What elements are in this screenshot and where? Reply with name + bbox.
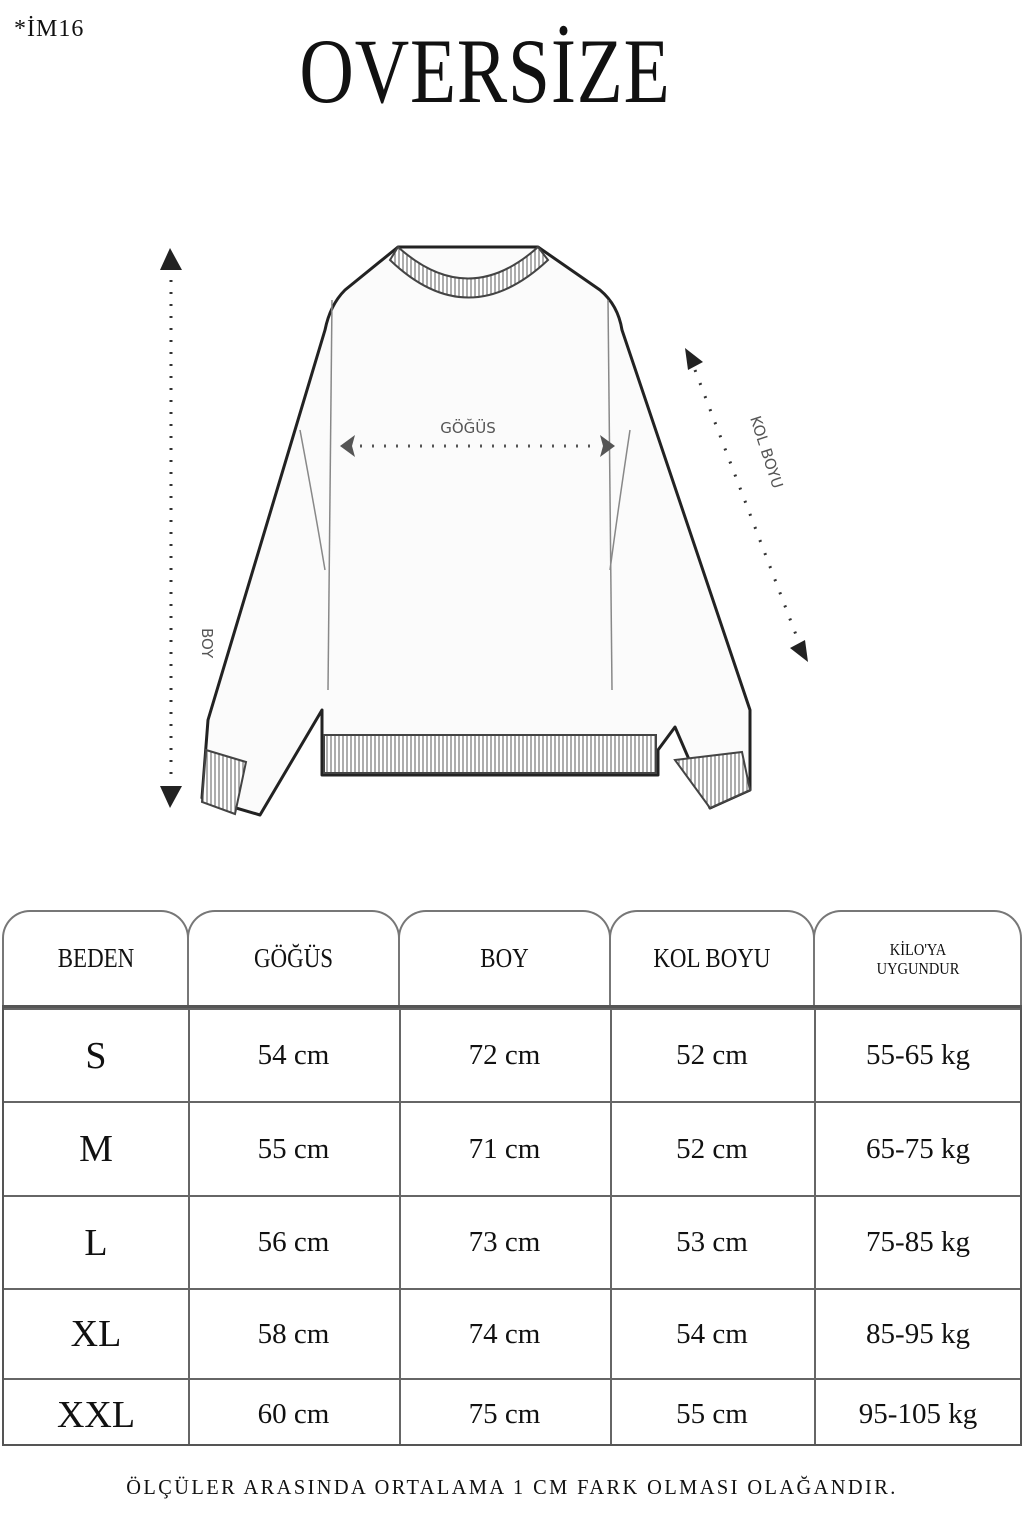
cell-length: 74 cm — [468, 1317, 541, 1350]
table-row: L 56 cm 73 cm 53 cm 75-85 kg — [4, 1195, 1020, 1288]
size-table: BEDEN GÖĞÜS BOY KOL BOYU KİLO'YA UYGUNDU… — [2, 910, 1022, 1446]
cell-length: 75 cm — [468, 1398, 541, 1430]
cell-size: M — [79, 1128, 113, 1170]
cell-chest: 58 cm — [257, 1317, 330, 1350]
right-cuff — [673, 750, 752, 810]
cell-chest: 55 cm — [257, 1132, 330, 1165]
footer-note: ÖLÇÜLER ARASINDA ORTALAMA 1 CM FARK OLMA… — [126, 1475, 898, 1499]
cell-size: L — [84, 1221, 108, 1264]
cell-length: 72 cm — [468, 1039, 541, 1071]
cell-chest: 60 cm — [257, 1398, 330, 1430]
cell-sleeve: 52 cm — [676, 1039, 748, 1071]
table-body: S 54 cm 72 cm 52 cm 55-65 kg M 55 cm 71 cm 52 cm… — [2, 1005, 1022, 1446]
cell-size: XL — [70, 1313, 122, 1355]
cell-length: 71 cm — [468, 1132, 541, 1165]
header-sleeve: KOL BOYU — [609, 910, 815, 1005]
length-arrow — [160, 248, 182, 808]
cell-weight: 85-95 kg — [866, 1317, 970, 1350]
product-code: *İM16 — [14, 16, 85, 42]
cell-size: XXL — [56, 1393, 136, 1436]
cell-length: 73 cm — [468, 1226, 541, 1258]
header-chest: GÖĞÜS — [187, 910, 400, 1005]
cell-sleeve: 53 cm — [676, 1226, 748, 1258]
cell-weight: 75-85 kg — [866, 1226, 970, 1258]
length-label: BOY — [198, 628, 216, 659]
header-length: BOY — [398, 910, 611, 1005]
table-row: XXL 60 cm 75 cm 55 cm 95-105 kg — [4, 1378, 1020, 1449]
cell-weight: 55-65 kg — [866, 1039, 970, 1071]
page-title: OVERSİZE — [299, 20, 671, 122]
sleeve-arrow — [685, 348, 808, 662]
cell-chest: 56 cm — [257, 1226, 330, 1258]
cell-sleeve: 54 cm — [676, 1317, 748, 1350]
sleeve-label: KOL BOYU — [746, 414, 786, 491]
collar-rib — [388, 245, 550, 299]
header-size: BEDEN — [2, 910, 189, 1005]
chest-arrow — [340, 435, 615, 457]
table-row: M 55 cm 71 cm 52 cm 65-75 kg — [4, 1101, 1020, 1195]
table-row: S 54 cm 72 cm 52 cm 55-65 kg — [4, 1008, 1020, 1101]
left-cuff — [200, 748, 248, 816]
cell-weight: 65-75 kg — [866, 1132, 970, 1165]
cell-weight: 95-105 kg — [858, 1398, 978, 1430]
sweater-outline — [200, 245, 752, 817]
chest-label: GÖĞÜS — [440, 418, 496, 437]
header-weight: KİLO'YA UYGUNDUR — [813, 910, 1022, 1005]
cell-size: S — [85, 1034, 107, 1077]
cell-sleeve: 55 cm — [676, 1398, 748, 1430]
sweater-diagram: GÖĞÜS BOY KOL BOYU — [160, 245, 808, 817]
cell-chest: 54 cm — [257, 1039, 330, 1071]
cell-sleeve: 52 cm — [676, 1132, 748, 1165]
hem-rib — [323, 734, 657, 774]
table-row: XL 58 cm 74 cm 54 cm 85-95 kg — [4, 1288, 1020, 1378]
